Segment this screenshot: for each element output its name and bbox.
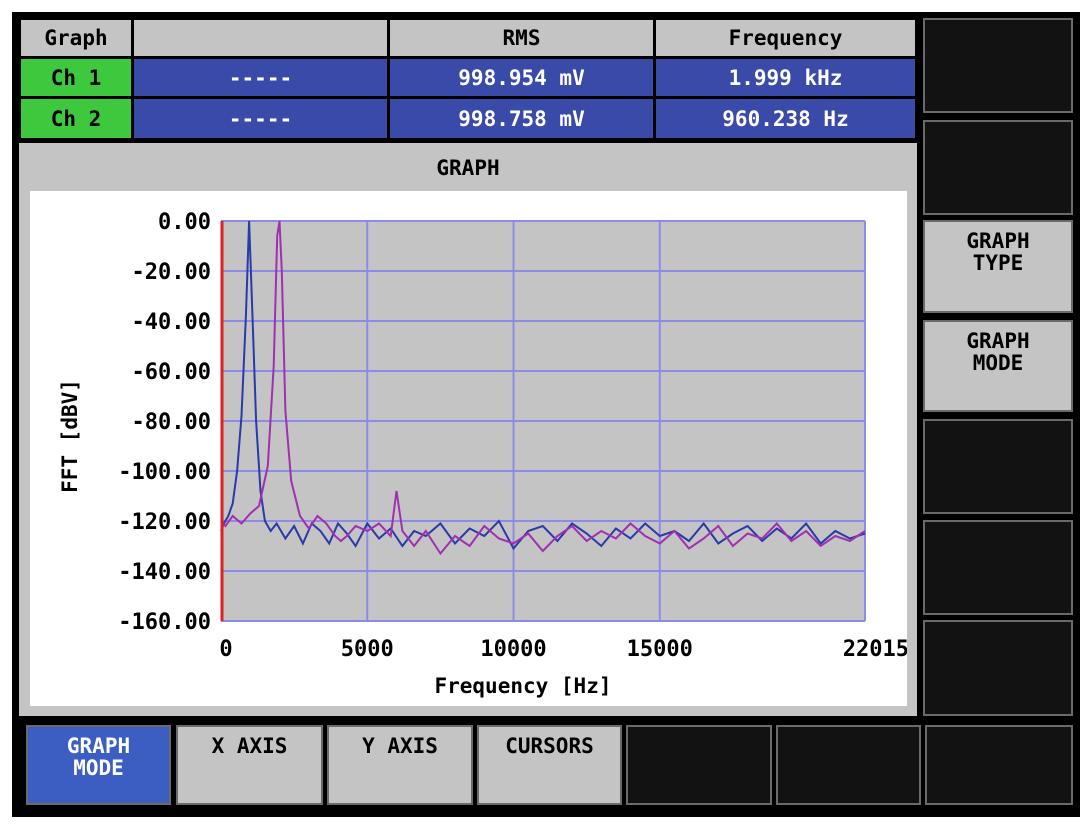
y-tick-label: -140.00 <box>118 560 211 585</box>
side-softkey-2[interactable] <box>923 120 1073 215</box>
graph-panel: GRAPH 0.00 -20.00 -40.00 -60.00 -80.00 -100.0… <box>19 143 917 716</box>
x-tick-label: 0 <box>219 637 232 662</box>
y-axis-label: FFT [dBV] <box>58 379 82 493</box>
series-1-line <box>220 220 866 551</box>
graph-mode-side-label: GRAPH MODE <box>966 329 1030 375</box>
y-tick-label: -120.00 <box>118 510 211 535</box>
graph-type-label: GRAPH TYPE <box>966 229 1030 275</box>
y-axis-tab-label: Y AXIS <box>362 734 438 758</box>
side-softkey-7[interactable] <box>923 620 1073 716</box>
bottom-softkey-5[interactable] <box>626 725 772 805</box>
plot-area: 0.00 -20.00 -40.00 -60.00 -80.00 -100.00 -120.… <box>30 191 909 706</box>
bottom-softkey-7[interactable] <box>925 725 1073 805</box>
channel-2-frequency: 960.238 Hz <box>656 99 915 138</box>
graph-mode-tab-label: GRAPH MODE <box>66 734 131 780</box>
side-softkey-1[interactable] <box>923 18 1073 113</box>
cursors-tab-label: CURSORS <box>505 734 594 758</box>
y-tick-label: 0.00 <box>158 210 211 235</box>
y-axis-tab[interactable]: Y AXIS <box>327 725 473 805</box>
x-tick-label: 15000 <box>627 637 693 662</box>
y-tick-label: -20.00 <box>132 260 211 285</box>
graph-type-button[interactable]: GRAPH TYPE <box>923 220 1073 313</box>
channel-1-frequency: 1.999 kHz <box>656 59 915 96</box>
y-tick-label: -80.00 <box>132 410 211 435</box>
y-tick-label: -100.00 <box>118 460 211 485</box>
header-blank <box>134 20 387 56</box>
channel-2-rms: 998.758 mV <box>390 99 653 138</box>
graph-panel-title: GRAPH <box>436 156 500 180</box>
x-axis-label: Frequency [Hz] <box>434 674 611 698</box>
header-frequency: Frequency <box>656 20 915 56</box>
side-softkey-6[interactable] <box>923 520 1073 615</box>
y-tick-label: -60.00 <box>132 360 211 385</box>
x-tick-label: 5000 <box>341 637 394 662</box>
side-softkey-5[interactable] <box>923 419 1073 514</box>
channel-1-label[interactable]: Ch 1 <box>21 59 131 96</box>
bottom-softkey-6[interactable] <box>776 725 921 805</box>
channel-1-value: ----- <box>134 59 387 96</box>
graph-mode-tab[interactable]: GRAPH MODE <box>26 725 171 805</box>
measurement-table: Graph RMS Frequency Ch 1 ----- 998.954 m… <box>19 18 917 140</box>
channel-2-value: ----- <box>134 99 387 138</box>
x-axis-tab-label: X AXIS <box>211 734 288 758</box>
channel-1-rms: 998.954 mV <box>390 59 653 96</box>
x-tick-label: 10000 <box>480 637 546 662</box>
graph-mode-side-button[interactable]: GRAPH MODE <box>923 320 1073 412</box>
header-rms: RMS <box>390 20 653 56</box>
y-tick-label: -40.00 <box>132 310 211 335</box>
fft-chart: 0.00 -20.00 -40.00 -60.00 -80.00 -100.00 -120.… <box>58 210 909 698</box>
x-axis-tab[interactable]: X AXIS <box>176 725 323 805</box>
cursors-tab[interactable]: CURSORS <box>477 725 622 805</box>
y-tick-label: -160.00 <box>118 610 211 635</box>
header-graph: Graph <box>21 20 131 56</box>
x-tick-label: 22015 <box>843 637 907 662</box>
series-2-line <box>220 220 866 556</box>
channel-2-label[interactable]: Ch 2 <box>21 99 131 138</box>
